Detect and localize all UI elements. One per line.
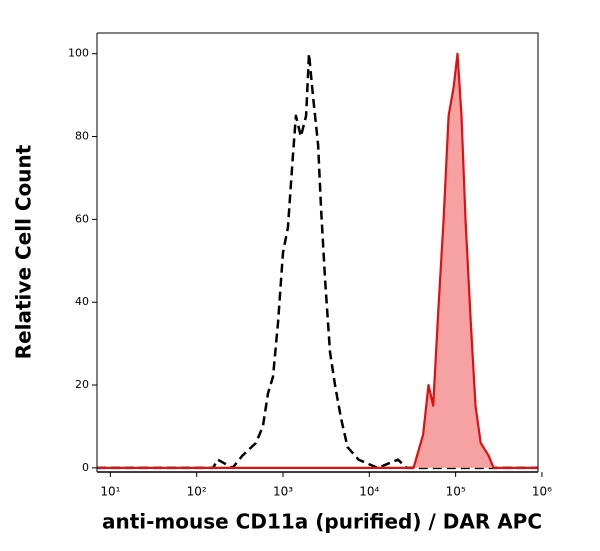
y-tick-label: 20 xyxy=(75,378,89,391)
x-tick-label: 10⁵ xyxy=(446,485,466,499)
y-tick-label: 0 xyxy=(82,461,89,474)
y-axis-title: Relative Cell Count xyxy=(12,144,36,359)
histogram-fill xyxy=(97,53,538,468)
x-tick-label: 10⁴ xyxy=(359,485,379,499)
plot-frame xyxy=(96,32,539,472)
y-tick-label: 100 xyxy=(68,47,89,60)
x-tick-label: 10³ xyxy=(273,485,293,499)
x-axis-title: anti-mouse CD11a (purified) / DAR APC xyxy=(102,510,542,534)
histogram-line xyxy=(97,52,538,470)
x-tick-label: 10⁶ xyxy=(532,485,552,499)
y-tick-label: 80 xyxy=(75,130,89,143)
histogram-line xyxy=(97,52,538,469)
y-tick-label: 40 xyxy=(75,295,89,308)
x-tick-label: 10¹ xyxy=(100,485,120,499)
x-tick-label: 10² xyxy=(187,485,207,499)
y-tick-label: 60 xyxy=(75,212,89,225)
